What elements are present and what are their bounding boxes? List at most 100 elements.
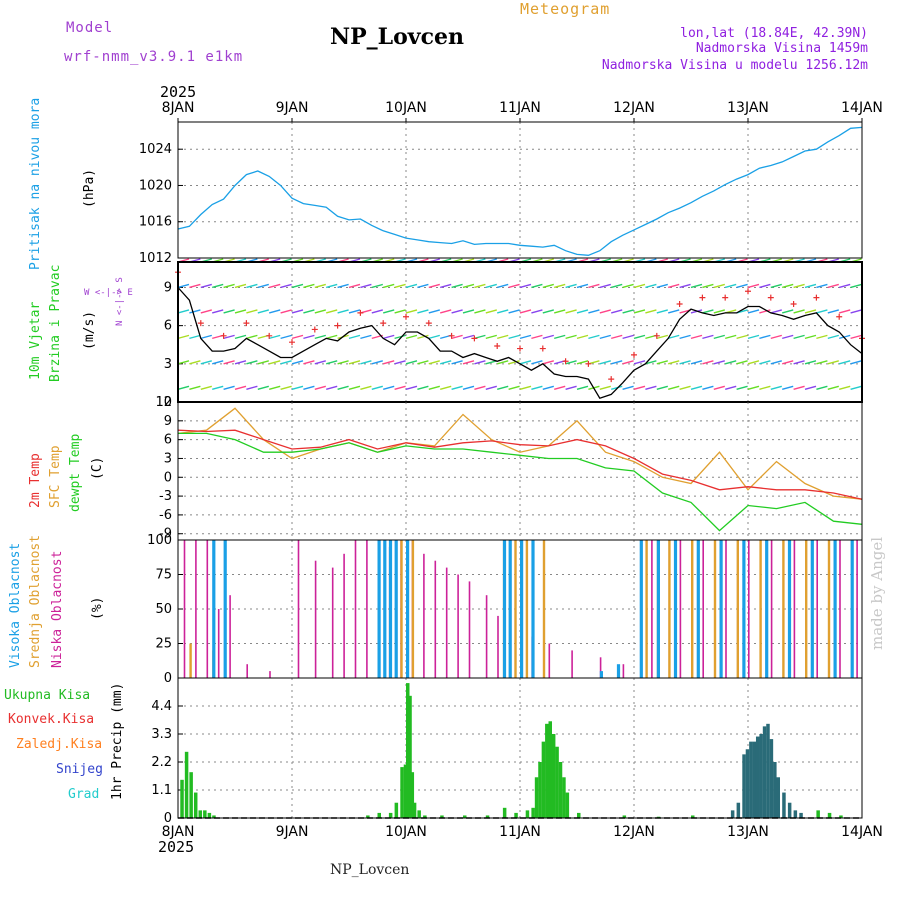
wind-arrow	[542, 385, 554, 390]
cloud-bar	[719, 540, 723, 678]
ytick-label: 0	[164, 671, 172, 686]
cloud-bar	[770, 540, 773, 678]
cloud-bar	[269, 671, 271, 678]
wind-arrow	[428, 283, 440, 289]
wind-arrow	[759, 334, 771, 340]
wind-arrow	[303, 334, 315, 340]
wind-arrow	[827, 385, 839, 390]
wind-arrow	[326, 360, 338, 365]
wind-arrow	[759, 309, 771, 314]
wind-arrow	[508, 283, 520, 289]
wind-arrow	[713, 334, 725, 340]
wind-arrow	[599, 309, 611, 314]
wind-arrow	[588, 283, 600, 289]
wind-arrow	[542, 309, 554, 314]
precip-bar	[203, 810, 207, 818]
ytick-label: 9	[164, 280, 172, 295]
cloud-bar	[816, 540, 818, 678]
wind-arrow	[371, 283, 383, 289]
precip-bar	[394, 802, 399, 818]
wind-arrow	[485, 309, 497, 314]
wind-arrow	[428, 385, 440, 390]
wind-arrow	[257, 385, 269, 390]
xtick-top-label: 9JAN	[276, 100, 309, 116]
cloud-bar	[246, 664, 248, 678]
wind-arrow	[189, 385, 201, 390]
precip-bar	[762, 726, 767, 818]
wind-arrow	[269, 283, 281, 289]
wind-arrow	[474, 283, 486, 289]
precip-bar	[207, 812, 212, 818]
wind-arrow	[713, 360, 725, 365]
cloud-bar	[485, 595, 488, 678]
wind-arrow	[269, 360, 281, 365]
sfc-temp-line	[177, 407, 863, 500]
cloud-bar	[354, 540, 357, 678]
cloud-bar	[856, 540, 858, 678]
wind-gust-marker	[836, 313, 843, 320]
wind-arrow	[759, 360, 771, 365]
wind-arrow	[747, 385, 760, 390]
wind-arrow	[736, 385, 748, 390]
cloud-bar	[423, 553, 425, 678]
footer-label: NP_Lovcen	[330, 862, 410, 878]
cloud-bar	[531, 540, 535, 678]
wind-arrow	[371, 360, 383, 365]
wind-arrow	[668, 334, 680, 340]
cloud-bar	[787, 540, 792, 678]
xtick-top-label: 14JAN	[841, 100, 883, 116]
wind-arrow	[280, 385, 292, 390]
cloud-bar	[616, 664, 621, 678]
precip-bar	[189, 772, 193, 818]
wind-arrow	[508, 385, 520, 390]
wind-gust-marker	[767, 294, 774, 301]
cloud-bar	[366, 540, 368, 678]
wind-arrow	[177, 283, 190, 289]
ytick-label: 2.2	[151, 755, 172, 770]
wind-arrow	[360, 360, 372, 365]
precip-bar	[502, 807, 507, 818]
dewpt-line	[178, 432, 863, 532]
ytick-label: -6	[159, 508, 172, 523]
wind-arrow	[793, 385, 805, 390]
year-bottom: 2025	[158, 838, 195, 856]
wind-arrow	[257, 283, 269, 289]
wind-arrow	[633, 360, 646, 365]
model-label: Model	[66, 20, 114, 36]
cloud-bar	[514, 540, 517, 678]
wind-arrow	[531, 309, 543, 314]
wind-arrow	[360, 334, 372, 340]
precip-bar	[691, 815, 695, 818]
precip-bar	[198, 810, 203, 818]
wind-arrow	[656, 283, 668, 289]
wind-gust-marker	[676, 301, 683, 307]
wind-arrow	[793, 334, 805, 340]
wind-arrow	[212, 385, 224, 390]
wind-arrow	[702, 283, 714, 289]
cloud-bar	[668, 540, 671, 678]
wind-arrow	[246, 360, 258, 365]
precip-bar	[776, 777, 780, 818]
precip-bar	[558, 762, 563, 818]
wind-arrow	[782, 334, 794, 340]
precip-bar	[400, 767, 404, 818]
wind-arrow	[497, 334, 509, 340]
wind-arrow	[816, 283, 828, 289]
precip-bar	[839, 815, 843, 818]
panel-frame-1	[177, 261, 863, 403]
precip-bar	[538, 762, 542, 818]
wind-arrow	[337, 283, 349, 289]
ytick-label: 12	[155, 395, 172, 410]
wind-arrow	[531, 360, 543, 365]
precip-bar	[366, 815, 370, 818]
wind-arrow	[850, 334, 862, 340]
wind-arrow	[554, 309, 566, 314]
wind-arrow	[725, 385, 737, 390]
wind-arrow	[314, 360, 326, 365]
wind-arrow	[485, 385, 497, 390]
ytick-label: 0	[164, 811, 172, 826]
wind-arrow	[519, 283, 532, 289]
wind-arrow	[770, 334, 782, 340]
wind-arrow	[839, 385, 851, 390]
wind-arrow	[417, 385, 429, 390]
